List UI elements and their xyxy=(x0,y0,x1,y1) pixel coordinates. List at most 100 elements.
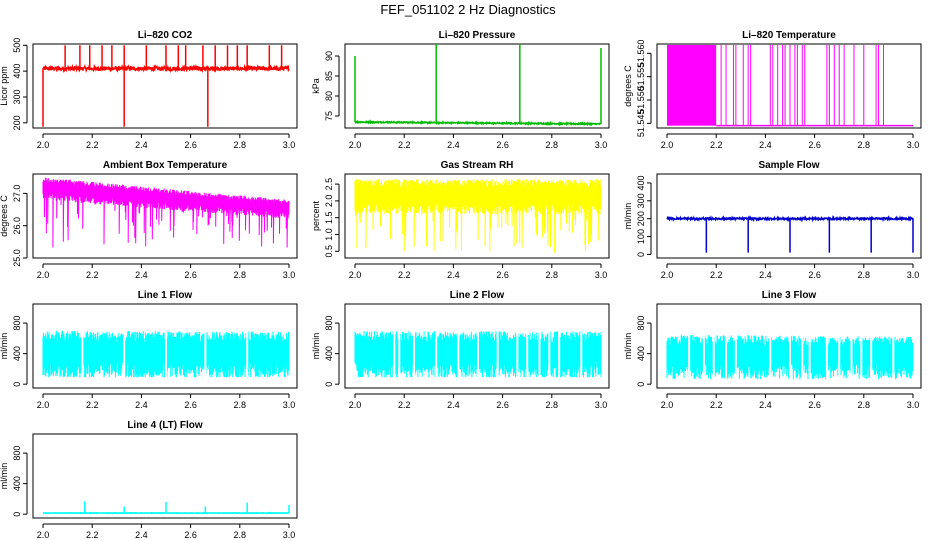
x-tick-label: 3.0 xyxy=(283,400,296,410)
x-tick-label: 3.0 xyxy=(907,270,920,280)
plot-frame xyxy=(656,43,922,129)
x-tick-label: 2.2 xyxy=(398,140,411,150)
x-tick-label: 2.6 xyxy=(184,270,197,280)
x-tick-label: 3.0 xyxy=(283,140,296,150)
panel-2: Li–820 Pressure 2.0 2.2 2.4 2.6 2.8 3.0 75 80 85 9… xyxy=(311,30,610,150)
y-tick-label: 500 xyxy=(12,38,22,53)
panel-1: Li–820 CO2 2.0 2.2 2.4 2.6 2.8 3.0 200 300 400 500… xyxy=(0,30,298,150)
y-tick-label: 51.550 xyxy=(636,86,646,114)
y-tick-label: 0 xyxy=(12,382,22,387)
x-tick-label: 2.8 xyxy=(546,400,559,410)
panel-title: Line 3 Flow xyxy=(762,290,817,301)
y-axis-label: ml/min xyxy=(623,333,633,360)
x-tick-label: 2.6 xyxy=(808,140,821,150)
x-tick-label: 2.0 xyxy=(37,140,50,150)
y-tick-label: 400 xyxy=(636,346,646,361)
y-tick-label: 400 xyxy=(12,64,22,79)
x-tick-label: 2.0 xyxy=(349,270,362,280)
panel-6: Sample Flow 2.0 2.2 2.4 2.6 2.8 3.0 0 100 200 300 4… xyxy=(623,160,922,280)
series-band-rh xyxy=(354,178,602,253)
panel-7: Line 1 Flow 2.0 2.2 2.4 2.6 2.8 3.0 0 400 800ml/m… xyxy=(0,290,298,410)
x-tick-label: 2.4 xyxy=(135,400,148,410)
x-tick-label: 2.4 xyxy=(759,400,772,410)
x-tick-label: 2.0 xyxy=(37,400,50,410)
x-tick-label: 2.0 xyxy=(37,270,50,280)
plot-frame xyxy=(344,43,610,129)
panel-title: Sample Flow xyxy=(758,160,819,171)
plot-frame xyxy=(656,173,922,259)
x-tick-label: 3.0 xyxy=(595,270,608,280)
panel-title: Li–820 Temperature xyxy=(742,30,836,41)
panel-3: Li–820 Temperature 2.0 2.2 2.4 2.6 2.8 3.0 51.5… xyxy=(623,30,922,150)
dense-toggle-block xyxy=(667,44,717,126)
panel-8: Line 2 Flow 2.0 2.2 2.4 2.6 2.8 3.0 0 400 800ml/m… xyxy=(311,290,610,410)
x-tick-label: 2.2 xyxy=(86,270,99,280)
y-tick-label: 26.0 xyxy=(12,217,22,235)
y-tick-label: 2.5 xyxy=(324,178,334,191)
y-tick-label: 0 xyxy=(12,512,22,517)
x-tick-label: 2.8 xyxy=(858,270,871,280)
x-tick-label: 3.0 xyxy=(283,530,296,540)
page-title: FEF_051102 2 Hz Diagnostics xyxy=(380,2,556,17)
y-tick-label: 0 xyxy=(324,382,334,387)
series-line-sample_flow xyxy=(666,215,914,223)
y-axis-label: ml/min xyxy=(0,463,9,490)
panel-10: Line 4 (LT) Flow 2.0 2.2 2.4 2.6 2.8 3.0 0 400 80… xyxy=(0,420,298,540)
y-tick-label: 1.0 xyxy=(324,228,334,241)
x-tick-label: 2.8 xyxy=(546,270,559,280)
y-tick-label: 800 xyxy=(12,316,22,331)
x-tick-label: 2.0 xyxy=(661,140,674,150)
panel-title: Line 1 Flow xyxy=(138,290,193,301)
y-tick-label: 27.0 xyxy=(12,185,22,203)
x-tick-label: 2.2 xyxy=(398,270,411,280)
y-axis-label: degrees C xyxy=(623,65,633,107)
y-tick-label: 200 xyxy=(636,211,646,226)
x-tick-label: 2.2 xyxy=(86,400,99,410)
y-tick-label: 51.555 xyxy=(636,63,646,91)
panel-9: Line 3 Flow 2.0 2.2 2.4 2.6 2.8 3.0 0 400 800ml/m… xyxy=(623,290,922,410)
y-tick-label: 200 xyxy=(12,115,22,130)
x-tick-label: 2.2 xyxy=(398,400,411,410)
y-tick-label: 400 xyxy=(12,476,22,491)
panel-4: Ambient Box Temperature 2.0 2.2 2.4 2.6 2.8 3.… xyxy=(0,160,298,280)
panel-title: Li–820 Pressure xyxy=(439,30,516,41)
x-tick-label: 2.0 xyxy=(37,530,50,540)
panel-title: Ambient Box Temperature xyxy=(103,160,228,171)
y-tick-label: 100 xyxy=(636,229,646,244)
y-tick-label: 300 xyxy=(12,89,22,104)
y-tick-label: 800 xyxy=(636,316,646,331)
x-tick-label: 2.4 xyxy=(759,270,772,280)
x-tick-label: 2.2 xyxy=(710,400,723,410)
x-tick-label: 2.6 xyxy=(184,140,197,150)
y-tick-label: 90 xyxy=(324,51,334,61)
x-tick-label: 2.8 xyxy=(234,140,247,150)
plot-frame xyxy=(32,303,298,389)
x-tick-label: 2.0 xyxy=(661,400,674,410)
x-tick-label: 2.6 xyxy=(808,270,821,280)
plot-frame xyxy=(344,173,610,259)
y-tick-label: 85 xyxy=(324,71,334,81)
y-tick-label: 400 xyxy=(324,346,334,361)
plot-frame xyxy=(32,43,298,129)
y-tick-label: 800 xyxy=(12,446,22,461)
series-line-pressure xyxy=(354,119,602,127)
x-tick-label: 2.8 xyxy=(858,140,871,150)
y-axis-label: ml/min xyxy=(311,333,321,360)
y-tick-label: 2.0 xyxy=(324,195,334,208)
x-tick-label: 2.4 xyxy=(759,140,772,150)
plot-frame xyxy=(32,173,298,259)
x-tick-label: 2.8 xyxy=(546,140,559,150)
y-tick-label: 75 xyxy=(324,111,334,121)
panel-title: Line 2 Flow xyxy=(450,290,505,301)
x-tick-label: 2.6 xyxy=(184,530,197,540)
x-tick-label: 2.8 xyxy=(234,400,247,410)
x-tick-label: 2.8 xyxy=(234,270,247,280)
x-tick-label: 2.4 xyxy=(135,270,148,280)
series-band-box_temp xyxy=(42,177,290,248)
y-axis-label: degrees C xyxy=(0,195,9,237)
x-tick-label: 2.6 xyxy=(808,400,821,410)
plot-frame xyxy=(32,433,298,519)
x-tick-label: 2.4 xyxy=(135,140,148,150)
plot-frame xyxy=(656,303,922,389)
